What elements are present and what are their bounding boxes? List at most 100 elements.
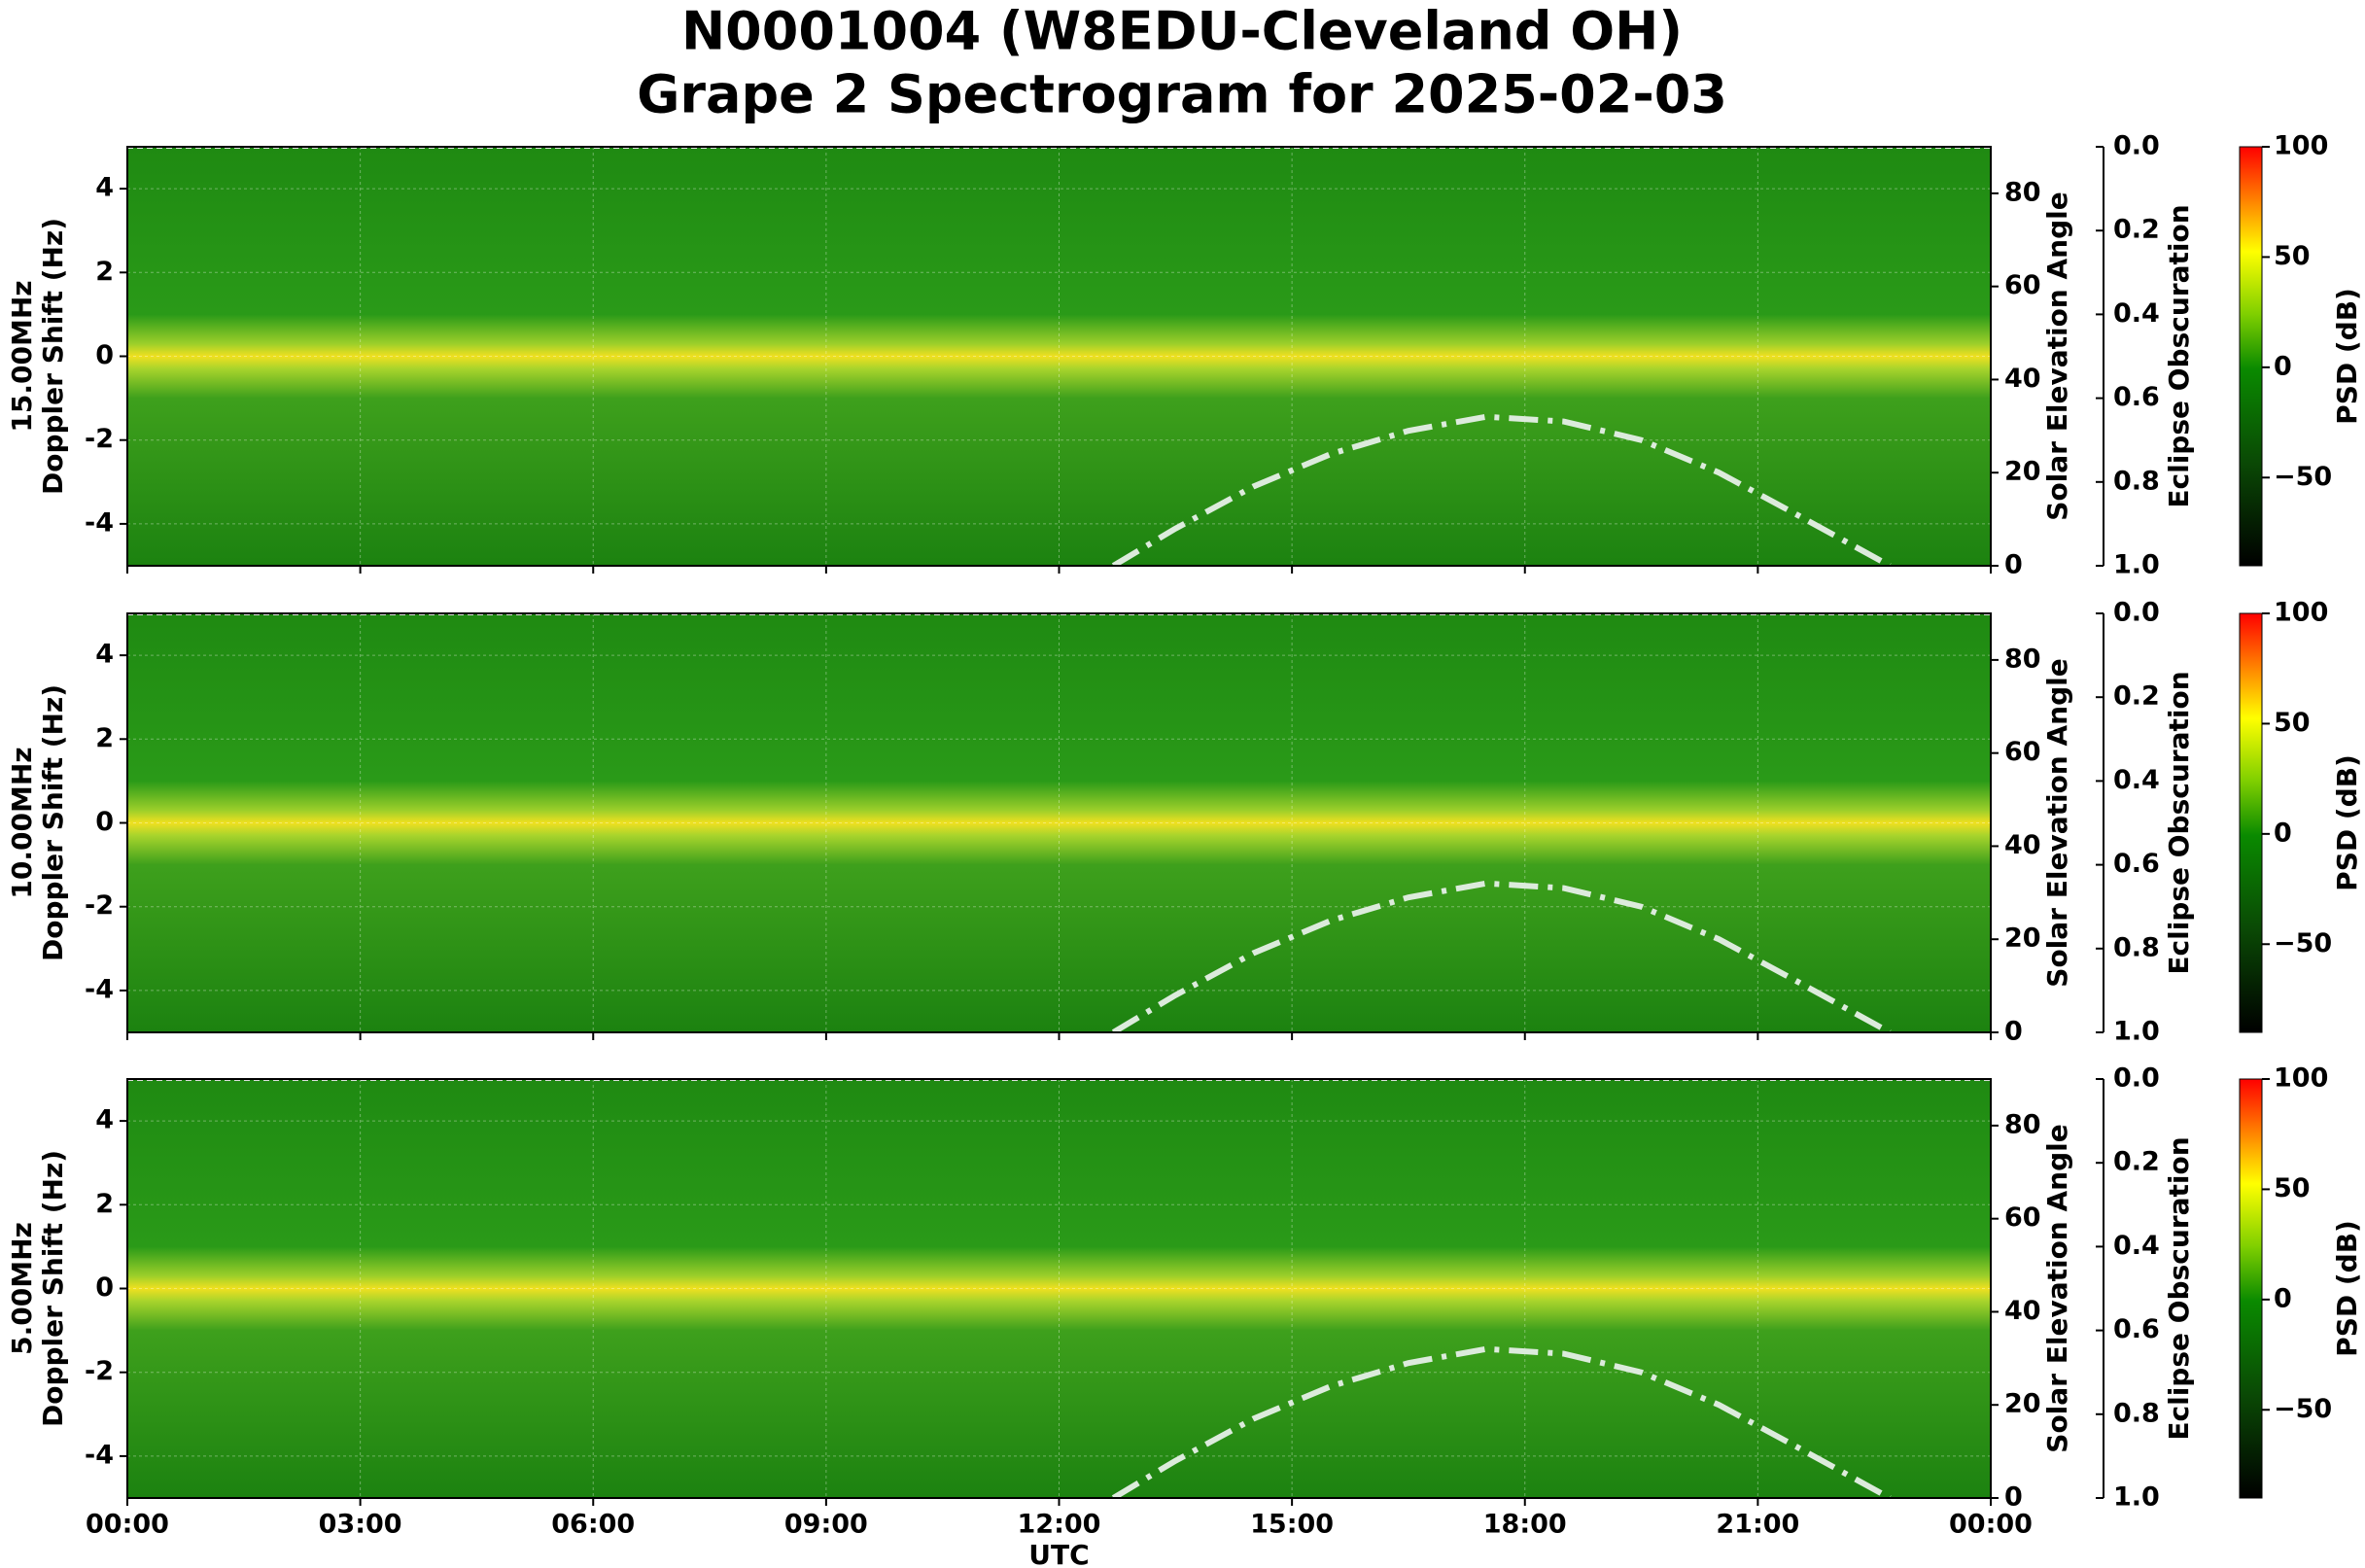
colorbar xyxy=(2239,1078,2263,1499)
y3-axis-label: Eclipse Obscuration xyxy=(2163,204,2195,507)
y-tick-label: 4 xyxy=(95,640,114,670)
y3-tick-label: 1.0 xyxy=(2113,550,2160,580)
y-tick-label: -2 xyxy=(85,1356,114,1386)
y-tick-label: 2 xyxy=(95,1189,114,1219)
colorbar xyxy=(2239,146,2263,567)
x-axis-label: UTC xyxy=(1028,1539,1089,1568)
plot-frame xyxy=(126,146,1992,567)
colorbar-tick-label: 0 xyxy=(2274,351,2292,381)
y-tick-label: 4 xyxy=(95,173,114,203)
band-label: 10.00MHz xyxy=(6,747,38,898)
y2-tick-label: 80 xyxy=(2004,177,2041,207)
y-tick-label: -4 xyxy=(85,1440,114,1470)
colorbar-tick-label: 0 xyxy=(2274,1283,2292,1313)
x-tick-label: 18:00 xyxy=(1483,1510,1567,1540)
colorbar-tick-label: 100 xyxy=(2274,131,2328,161)
y-tick-label: -2 xyxy=(85,424,114,454)
colorbar-tick-label: 100 xyxy=(2274,598,2328,628)
y2-tick-label: 0 xyxy=(2004,1482,2023,1513)
plot-frame xyxy=(126,612,1992,1033)
x-tick-label: 00:00 xyxy=(1949,1510,2033,1540)
x-tick-label: 21:00 xyxy=(1716,1510,1799,1540)
y3-tick-label: 0.2 xyxy=(2113,681,2160,712)
spectrogram-image xyxy=(127,613,1991,1032)
solar-elevation-line xyxy=(1111,1345,1892,1498)
y2-tick-label: 80 xyxy=(2004,644,2041,674)
colorbar-tick-label: 0 xyxy=(2274,818,2292,848)
band-label: 5.00MHz xyxy=(6,1222,38,1355)
y3-tick-label: 0.4 xyxy=(2113,765,2160,795)
colorbar-tick-label: −50 xyxy=(2274,928,2332,958)
y-tick-label: 2 xyxy=(95,257,114,287)
y2-tick-label: 60 xyxy=(2004,270,2041,300)
title: N0001004 (W8EDU-Cleveland OH) xyxy=(681,1,1683,62)
y3-tick-label: 0.8 xyxy=(2113,1398,2160,1428)
colorbar-label: PSD (dB) xyxy=(2331,288,2363,425)
y2-tick-label: 40 xyxy=(2004,364,2041,394)
colorbar-label: PSD (dB) xyxy=(2331,754,2363,891)
y-axis-label: Doppler Shift (Hz) xyxy=(37,684,69,961)
y-tick-label: 0 xyxy=(95,340,114,370)
y3-tick-label: 0.8 xyxy=(2113,466,2160,496)
colorbar-label: PSD (dB) xyxy=(2331,1220,2363,1357)
y3-tick-label: 1.0 xyxy=(2113,1017,2160,1047)
x-tick-label: 00:00 xyxy=(86,1510,169,1540)
colorbar-tick-label: 50 xyxy=(2274,708,2311,738)
y3-tick-label: 0.0 xyxy=(2113,131,2160,161)
y-tick-label: 0 xyxy=(95,807,114,837)
y2-tick-label: 20 xyxy=(2004,1389,2041,1419)
band-label: 15.00MHz xyxy=(6,280,38,432)
y3-tick-label: 0.6 xyxy=(2113,382,2160,412)
y2-tick-label: 0 xyxy=(2004,550,2023,580)
colorbar-tick-label: 50 xyxy=(2274,1173,2311,1203)
colorbar-tick-label: 100 xyxy=(2274,1063,2328,1094)
y2-tick-label: 0 xyxy=(2004,1017,2023,1047)
y3-tick-label: 0.6 xyxy=(2113,1314,2160,1344)
subtitle: Grape 2 Spectrogram for 2025-02-03 xyxy=(637,64,1727,125)
y2-tick-label: 20 xyxy=(2004,923,2041,954)
y-tick-label: -4 xyxy=(85,974,114,1004)
x-tick-label: 03:00 xyxy=(319,1510,402,1540)
x-tick-label: 09:00 xyxy=(784,1510,868,1540)
y2-tick-label: 60 xyxy=(2004,737,2041,767)
y3-tick-label: 0.8 xyxy=(2113,932,2160,962)
y2-tick-label: 80 xyxy=(2004,1109,2041,1139)
y3-tick-label: 0.0 xyxy=(2113,1063,2160,1094)
y3-tick-label: 0.2 xyxy=(2113,215,2160,245)
plot-frame xyxy=(126,1078,1992,1499)
x-tick-label: 12:00 xyxy=(1018,1510,1101,1540)
y3-tick-label: 0.4 xyxy=(2113,298,2160,329)
y-axis-label: Doppler Shift (Hz) xyxy=(37,1150,69,1427)
y3-tick-label: 1.0 xyxy=(2113,1482,2160,1513)
solar-elevation-line xyxy=(1111,413,1892,566)
y2-tick-label: 20 xyxy=(2004,457,2041,487)
y2-tick-label: 40 xyxy=(2004,1296,2041,1326)
y2-tick-label: 60 xyxy=(2004,1202,2041,1233)
solar-elevation-line xyxy=(1111,880,1892,1032)
y-tick-label: -4 xyxy=(85,507,114,538)
y3-axis-label: Eclipse Obscuration xyxy=(2163,1136,2195,1440)
y3-tick-label: 0.4 xyxy=(2113,1231,2160,1261)
y2-axis-label: Solar Elevation Angle xyxy=(2041,658,2073,987)
y3-axis-label: Eclipse Obscuration xyxy=(2163,671,2195,974)
colorbar-tick-label: 50 xyxy=(2274,241,2311,271)
y-tick-label: 4 xyxy=(95,1105,114,1135)
x-tick-label: 06:00 xyxy=(551,1510,635,1540)
x-tick-label: 15:00 xyxy=(1250,1510,1334,1540)
y-axis-label: Doppler Shift (Hz) xyxy=(37,218,69,495)
spectrogram-image xyxy=(127,1079,1991,1498)
y-tick-label: -2 xyxy=(85,890,114,921)
y3-tick-label: 0.0 xyxy=(2113,598,2160,628)
y3-tick-label: 0.6 xyxy=(2113,849,2160,879)
y2-axis-label: Solar Elevation Angle xyxy=(2041,1124,2073,1452)
y-tick-label: 2 xyxy=(95,723,114,753)
colorbar-tick-label: −50 xyxy=(2274,462,2332,492)
y-tick-label: 0 xyxy=(95,1272,114,1303)
y3-tick-label: 0.2 xyxy=(2113,1147,2160,1177)
colorbar xyxy=(2239,612,2263,1033)
colorbar-tick-label: −50 xyxy=(2274,1394,2332,1424)
y2-tick-label: 40 xyxy=(2004,830,2041,860)
y2-axis-label: Solar Elevation Angle xyxy=(2041,192,2073,520)
spectrogram-image xyxy=(127,147,1991,566)
